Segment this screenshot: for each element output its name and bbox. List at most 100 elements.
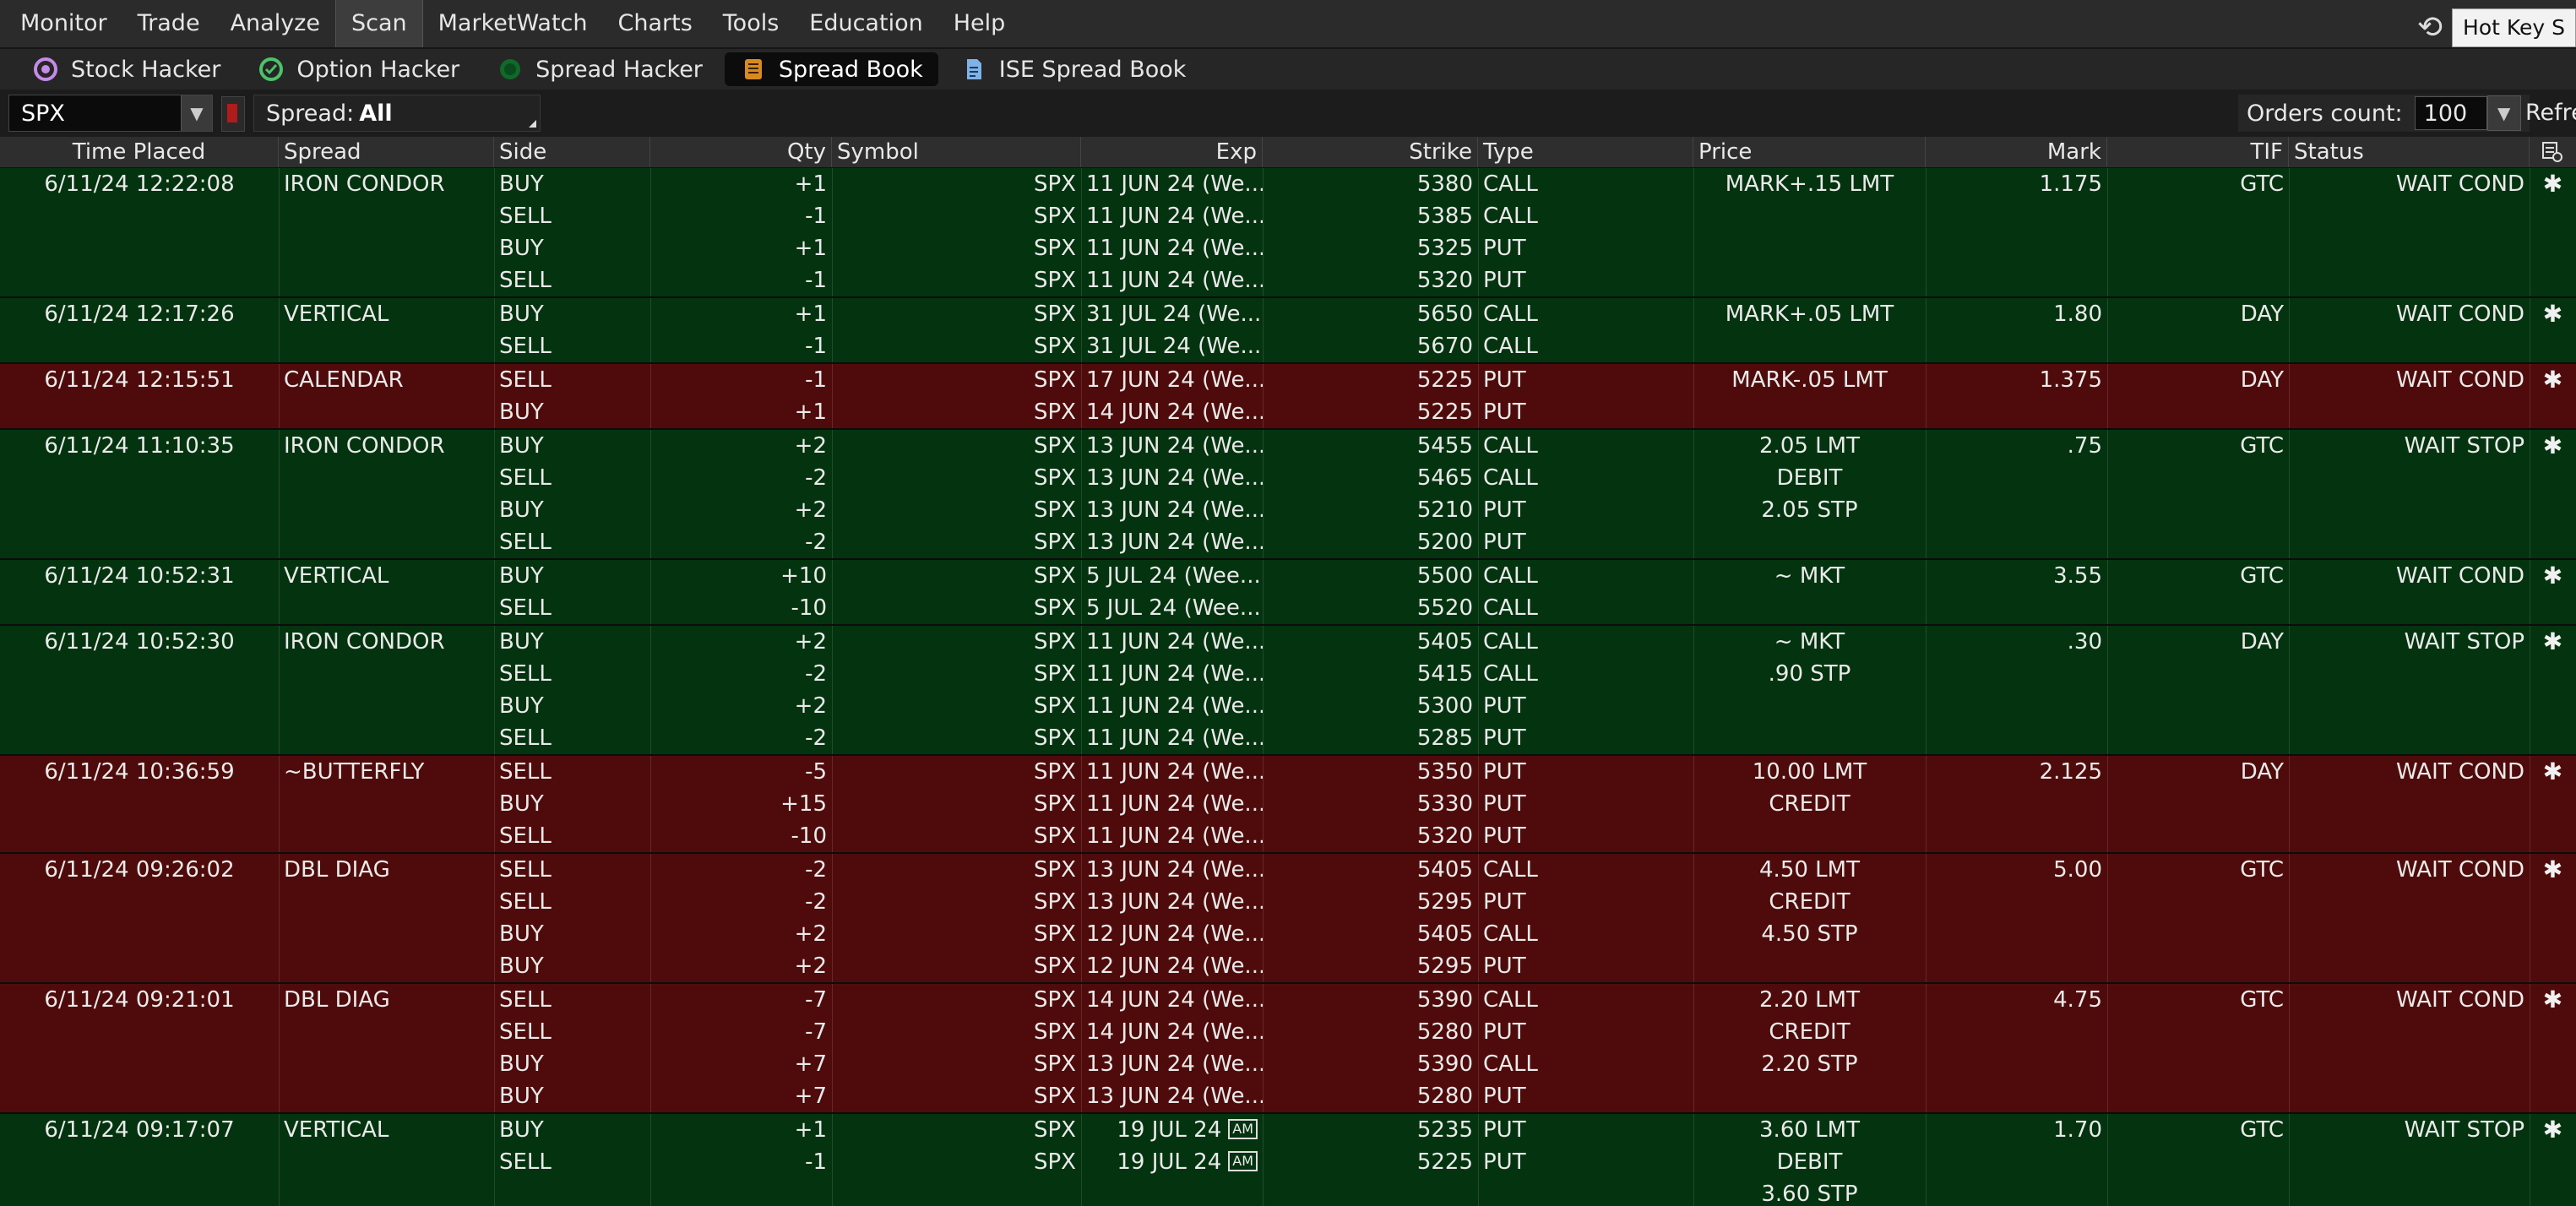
order-leg-row[interactable]: SELL -2 SPX 13 JUN 24 (We... 5295 PUT CREDIT [0,886,2576,918]
order-leg-row[interactable]: SELL -2 SPX 13 JUN 24 (We... 5200 PUT [0,526,2576,558]
tab-spread-hacker[interactable]: Spread Hacker [481,52,718,86]
tab-stock-hacker[interactable]: Stock Hacker [17,52,236,86]
order-leg-row[interactable]: BUY +15 SPX 11 JUN 24 (We... 5330 PUT CREDIT [0,788,2576,820]
order-leg-row[interactable]: SELL -10 SPX 11 JUN 24 (We... 5320 PUT [0,820,2576,852]
order-group[interactable]: 6/11/24 12:15:51 CALENDAR SELL -1 SPX 17 JUN … [0,364,2576,430]
order-group[interactable]: 6/11/24 09:17:07 VERTICAL BUY +1 SPX 19 JUL 2… [0,1114,2576,1206]
cell-symbol: SPX [1034,530,1076,555]
cell-symbol: SPX [1034,302,1076,327]
order-group[interactable]: 6/11/24 12:22:08 IRON CONDOR BUY +1 SPX 11 JU… [0,168,2576,298]
order-leg-row[interactable]: 6/11/24 12:17:26 VERTICAL BUY +1 SPX 31 JUL 2… [0,298,2576,330]
flag-icon[interactable] [221,96,245,132]
order-leg-row[interactable]: 6/11/24 10:52:30 IRON CONDOR BUY +2 SPX 11 JU… [0,626,2576,658]
orders-count-input[interactable]: 100 [2414,96,2487,130]
order-group[interactable]: 6/11/24 12:17:26 VERTICAL BUY +1 SPX 31 JUL 2… [0,298,2576,364]
menu-item-help[interactable]: Help [953,10,1006,36]
order-leg-row[interactable]: BUY +2 SPX 13 JUN 24 (We... 5210 PUT 2.05 STP [0,494,2576,526]
order-leg-row[interactable]: SELL -7 SPX 14 JUN 24 (We... 5280 PUT CREDIT [0,1016,2576,1048]
cell-price: 2.20 LMT [1759,987,1860,1013]
order-leg-row[interactable]: SELL -2 SPX 11 JUN 24 (We... 5285 PUT [0,722,2576,754]
symbol-dropdown-arrow-icon[interactable]: ▼ [181,95,212,131]
order-leg-row[interactable]: SELL -1 SPX 11 JUN 24 (We... 5320 PUT [0,264,2576,296]
menu-item-tools[interactable]: Tools [722,10,780,36]
hotkey-history-icon[interactable]: ⟲ [2416,10,2443,45]
cell-price: 3.60 LMT [1759,1117,1860,1143]
tab-ise-spread-book[interactable]: ISE Spread Book [945,52,1202,86]
menu-item-marketwatch[interactable]: MarketWatch [437,10,588,36]
order-leg-row[interactable]: 3.60 STP [0,1178,2576,1206]
refresh-button[interactable]: Refre [2525,100,2576,126]
menu-item-education[interactable]: Education [809,10,923,36]
order-group[interactable]: 6/11/24 09:21:01 DBL DIAG SELL -7 SPX 14 JUN … [0,984,2576,1114]
order-settings-gear-icon[interactable]: ✱ [2542,170,2563,198]
order-leg-row[interactable]: BUY +2 SPX 11 JUN 24 (We... 5300 PUT [0,690,2576,722]
column-header-strike[interactable]: Strike [1263,137,1478,167]
order-settings-gear-icon[interactable]: ✱ [2542,300,2563,328]
column-header-qty[interactable]: Qty [650,137,832,167]
order-settings-gear-icon[interactable]: ✱ [2542,562,2563,589]
order-leg-row[interactable]: 6/11/24 11:10:35 IRON CONDOR BUY +2 SPX 13 JU… [0,430,2576,462]
order-leg-row[interactable]: BUY +7 SPX 13 JUN 24 (We... 5280 PUT [0,1080,2576,1112]
symbol-selector[interactable]: SPX ▼ [8,95,213,132]
menu-item-analyze[interactable]: Analyze [230,10,320,36]
order-leg-row[interactable]: 6/11/24 12:22:08 IRON CONDOR BUY +1 SPX 11 JU… [0,168,2576,200]
order-leg-row[interactable]: BUY +1 SPX 14 JUN 24 (We... 5225 PUT [0,396,2576,428]
column-settings-icon[interactable] [2529,137,2576,167]
column-header-mark[interactable]: Mark [1926,137,2107,167]
column-divider [1263,626,1264,754]
order-settings-gear-icon[interactable]: ✱ [2542,366,2563,394]
order-settings-gear-icon[interactable]: ✱ [2542,986,2563,1013]
order-settings-gear-icon[interactable]: ✱ [2542,856,2563,883]
order-group[interactable]: 6/11/24 10:36:59 ~BUTTERFLY SELL -5 SPX 11 JU… [0,756,2576,854]
spread-filter[interactable]: Spread: All [253,95,541,132]
cell-strike: 5285 [1416,725,1473,751]
order-settings-gear-icon[interactable]: ✱ [2542,1116,2563,1144]
order-leg-row[interactable]: SELL -10 SPX 5 JUL 24 (Wee... 5520 CALL [0,592,2576,624]
order-leg-row[interactable]: BUY +2 SPX 12 JUN 24 (We... 5405 CALL 4.50 STP [0,918,2576,950]
order-leg-row[interactable]: BUY +7 SPX 13 JUN 24 (We... 5390 CALL 2.20 STP [0,1048,2576,1080]
column-header-type[interactable]: Type [1478,137,1693,167]
hotkey-tooltip: Hot Key S [2452,8,2576,47]
order-group[interactable]: 6/11/24 11:10:35 IRON CONDOR BUY +2 SPX 13 JU… [0,430,2576,560]
orders-count-dropdown-icon[interactable]: ▼ [2486,95,2521,131]
column-header-spread[interactable]: Spread [279,137,494,167]
order-settings-gear-icon[interactable]: ✱ [2542,432,2563,459]
column-divider [1263,560,1264,624]
order-leg-row[interactable]: SELL -2 SPX 13 JUN 24 (We... 5465 CALL DEBIT [0,462,2576,494]
order-leg-row[interactable]: SELL -1 SPX 11 JUN 24 (We... 5385 CALL [0,200,2576,232]
column-header-tif[interactable]: TIF [2107,137,2289,167]
menu-item-scan[interactable]: Scan [334,0,423,47]
column-header-side[interactable]: Side [494,137,650,167]
order-leg-row[interactable]: 6/11/24 09:21:01 DBL DIAG SELL -7 SPX 14 JUN … [0,984,2576,1016]
tab-spread-book[interactable]: Spread Book [724,52,938,86]
order-leg-row[interactable]: SELL -1 SPX 31 JUL 24 (We... 5670 CALL [0,330,2576,362]
order-leg-row[interactable]: 6/11/24 09:26:02 DBL DIAG SELL -2 SPX 13 JUN … [0,854,2576,886]
order-leg-row[interactable]: 6/11/24 12:15:51 CALENDAR SELL -1 SPX 17 JUN … [0,364,2576,396]
order-leg-row[interactable]: SELL -2 SPX 11 JUN 24 (We... 5415 CALL .90 STP [0,658,2576,690]
column-header-symbol[interactable]: Symbol [832,137,1081,167]
column-header-price[interactable]: Price [1693,137,1926,167]
order-leg-row[interactable]: BUY +1 SPX 11 JUN 24 (We... 5325 PUT [0,232,2576,264]
order-group[interactable]: 6/11/24 10:52:31 VERTICAL BUY +10 SPX 5 JUL 2… [0,560,2576,626]
column-header-exp[interactable]: Exp [1081,137,1263,167]
order-leg-row[interactable]: 6/11/24 10:52:31 VERTICAL BUY +10 SPX 5 JUL 2… [0,560,2576,592]
tab-option-hacker[interactable]: Option Hacker [242,52,475,86]
column-divider [1478,984,1479,1112]
column-header-status[interactable]: Status [2289,137,2530,167]
order-leg-row[interactable]: SELL -1 SPX 19 JUL 24 AM 5225 PUT DEBIT [0,1146,2576,1178]
column-header-time-placed[interactable]: Time Placed [0,137,279,167]
cell-strike: 5670 [1416,334,1473,359]
order-settings-gear-icon[interactable]: ✱ [2542,627,2563,655]
menu-item-trade[interactable]: Trade [137,10,200,36]
order-settings-gear-icon[interactable]: ✱ [2542,758,2563,785]
cell-exp: 14 JUN 24 (We... [1086,1019,1263,1045]
cell-side: SELL [499,889,552,915]
order-group[interactable]: 6/11/24 09:26:02 DBL DIAG SELL -2 SPX 13 JUN … [0,854,2576,984]
menu-item-monitor[interactable]: Monitor [20,10,107,36]
menu-item-charts[interactable]: Charts [617,10,693,36]
order-leg-row[interactable]: 6/11/24 09:17:07 VERTICAL BUY +1 SPX 19 JUL 2… [0,1114,2576,1146]
order-leg-row[interactable]: 6/11/24 10:36:59 ~BUTTERFLY SELL -5 SPX 11 JU… [0,756,2576,788]
cell-spread: IRON CONDOR [284,629,445,655]
order-group[interactable]: 6/11/24 10:52:30 IRON CONDOR BUY +2 SPX 11 JU… [0,626,2576,756]
order-leg-row[interactable]: BUY +2 SPX 12 JUN 24 (We... 5295 PUT [0,950,2576,982]
